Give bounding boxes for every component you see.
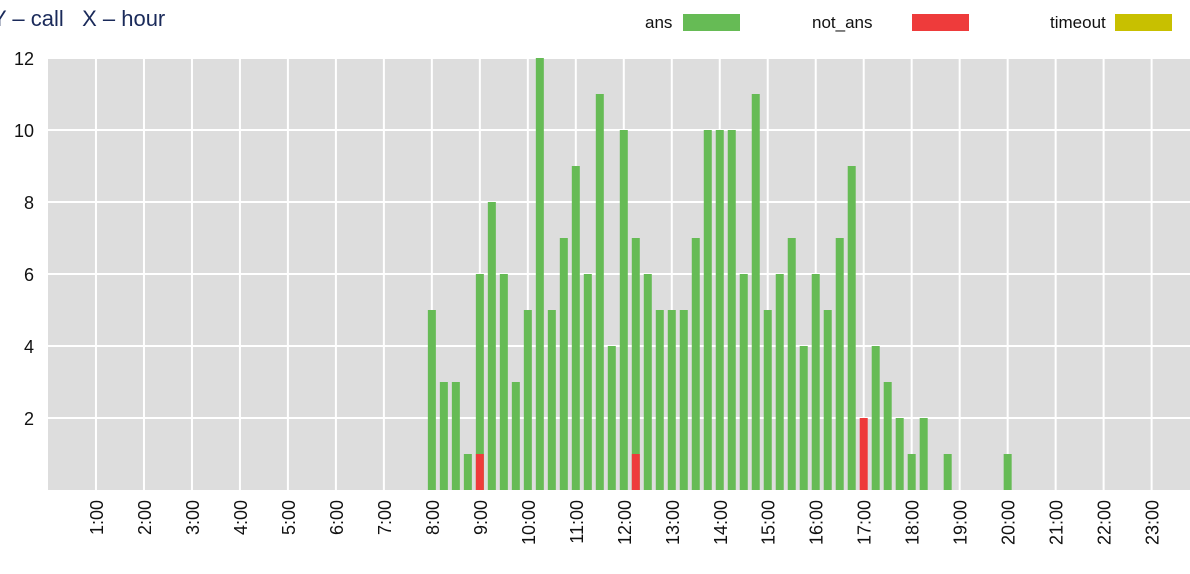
bar: [475, 454, 484, 490]
bar: [835, 238, 844, 490]
bar: [883, 382, 892, 490]
x-tick-label: 20:00: [999, 500, 1019, 545]
x-tick-label: 15:00: [759, 500, 779, 545]
bar: [571, 166, 580, 490]
bar: [787, 238, 796, 490]
bar: [943, 454, 952, 490]
x-tick-label: 12:00: [615, 500, 635, 545]
x-tick-label: 7:00: [375, 500, 395, 535]
x-tick-label: 21:00: [1047, 500, 1067, 545]
bar: [631, 238, 640, 490]
bar: [775, 274, 784, 490]
bar: [619, 130, 628, 490]
x-tick-label: 18:00: [903, 500, 923, 545]
bar: [667, 310, 676, 490]
x-tick-label: 3:00: [183, 500, 203, 535]
bar: [535, 58, 544, 490]
bar: [583, 274, 592, 490]
legend-label: not_ans: [812, 13, 873, 32]
bar: [427, 310, 436, 490]
bar: [727, 130, 736, 490]
bar: [739, 274, 748, 490]
legend-swatch: [912, 14, 969, 31]
legend-swatch: [683, 14, 740, 31]
bar: [523, 310, 532, 490]
x-tick-label: 16:00: [807, 500, 827, 545]
bar: [823, 310, 832, 490]
x-tick-label: 11:00: [567, 500, 587, 544]
x-tick-label: 6:00: [327, 500, 347, 535]
bar: [511, 382, 520, 490]
bar: [907, 454, 916, 490]
bar: [679, 310, 688, 490]
bar: [763, 310, 772, 490]
x-tick-label: 13:00: [663, 500, 683, 545]
y-tick-label: 6: [24, 265, 34, 285]
bar: [559, 238, 568, 490]
bar: [643, 274, 652, 490]
bar: [751, 94, 760, 490]
bar: [487, 202, 496, 490]
x-tick-label: 17:00: [855, 500, 875, 545]
y-tick-label: 10: [14, 121, 34, 141]
bar: [1003, 454, 1012, 490]
bar: [475, 274, 484, 490]
legend-label: timeout: [1050, 13, 1106, 32]
x-tick-label: 22:00: [1095, 500, 1115, 545]
legend-label: ans: [645, 13, 672, 32]
bar: [691, 238, 700, 490]
x-tick-label: 5:00: [279, 500, 299, 535]
bar: [439, 382, 448, 490]
legend-swatch: [1115, 14, 1172, 31]
bar: [607, 346, 616, 490]
chart-title: Y – call X – hour: [0, 6, 165, 31]
bar: [847, 166, 856, 490]
x-tick-label: 23:00: [1143, 500, 1163, 545]
y-tick-label: 2: [24, 409, 34, 429]
x-tick-label: 9:00: [471, 500, 491, 535]
bar: [715, 130, 724, 490]
bar: [595, 94, 604, 490]
bar: [655, 310, 664, 490]
bar: [871, 346, 880, 490]
bar: [463, 454, 472, 490]
bar: [799, 346, 808, 490]
bar: [499, 274, 508, 490]
bar: [451, 382, 460, 490]
x-tick-label: 14:00: [711, 500, 731, 545]
y-tick-label: 8: [24, 193, 34, 213]
bar: [547, 310, 556, 490]
x-tick-label: 10:00: [519, 500, 539, 545]
y-tick-label: 4: [24, 337, 34, 357]
bar: [631, 454, 640, 490]
x-tick-label: 8:00: [423, 500, 443, 535]
x-tick-label: 19:00: [951, 500, 971, 545]
y-tick-label: 12: [14, 49, 34, 69]
bar: [811, 274, 820, 490]
x-tick-label: 2:00: [135, 500, 155, 535]
bar: [919, 418, 928, 490]
x-tick-label: 1:00: [87, 500, 107, 535]
bar: [895, 418, 904, 490]
x-tick-label: 4:00: [231, 500, 251, 535]
bar: [859, 418, 868, 490]
bar: [703, 130, 712, 490]
